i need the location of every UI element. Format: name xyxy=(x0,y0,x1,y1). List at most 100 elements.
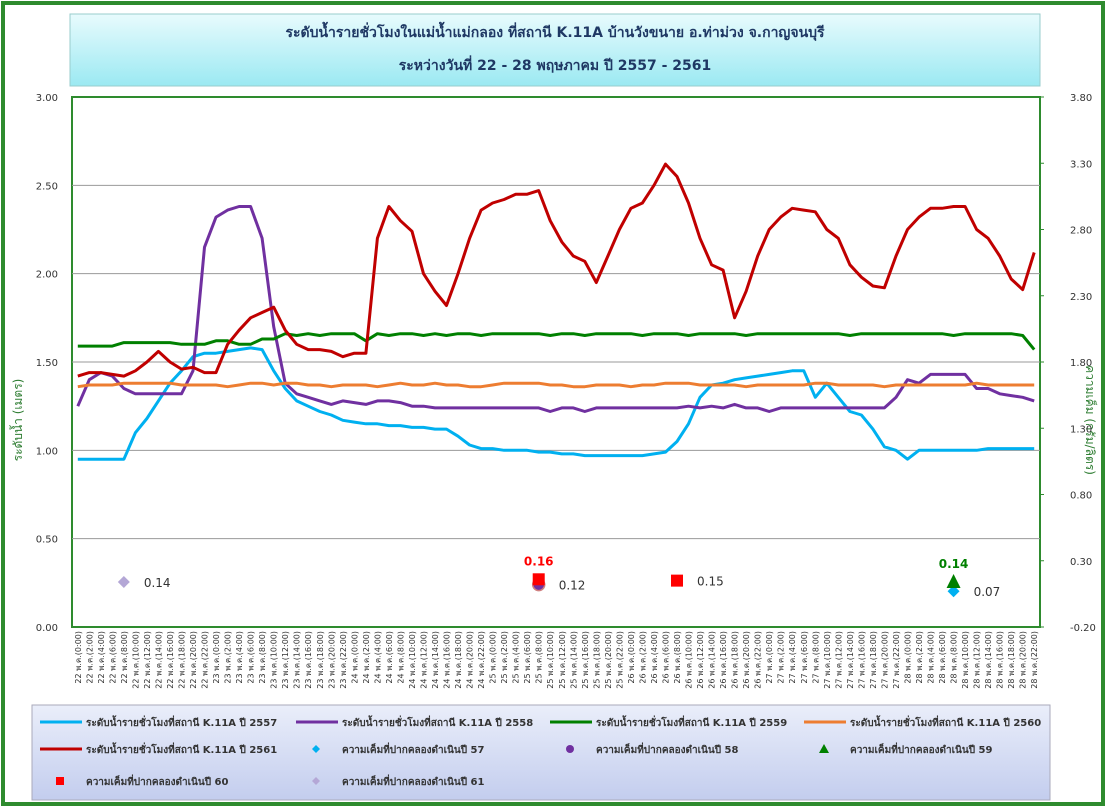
legend-swatch xyxy=(312,745,320,753)
x-tick-label: 26 พ.ค.(18:00) xyxy=(731,631,740,689)
x-tick-label: 23 พ.ค.(12:00) xyxy=(281,631,290,689)
data-label: 0.15 xyxy=(697,575,724,589)
data-label: 0.07 xyxy=(974,585,1001,599)
x-tick-label: 28 พ.ค.(4:00) xyxy=(927,631,936,684)
x-tick-label: 28 พ.ค.(20:00) xyxy=(1019,631,1028,689)
legend-label: ระดับน้ำรายชั่วโมงที่สถานี K.11A ปี 2560 xyxy=(850,715,1041,729)
x-tick-label: 24 พ.ค.(10:00) xyxy=(408,631,417,689)
data-label: 0.12 xyxy=(559,579,586,593)
x-tick-label: 22 พ.ค.(4:00) xyxy=(97,631,106,684)
x-tick-label: 28 พ.ค.(22:00) xyxy=(1030,631,1039,689)
x-tick-label: 24 พ.ค.(20:00) xyxy=(466,631,475,689)
chart-subtitle: ระหว่างวันที่ 22 - 28 พฤษภาคม ปี 2557 - … xyxy=(399,55,712,74)
salinity-point xyxy=(117,575,130,588)
x-tick-label: 23 พ.ค.(0:00) xyxy=(212,631,221,684)
salinity-point xyxy=(532,573,545,586)
x-tick-label: 28 พ.ค.(10:00) xyxy=(961,631,970,689)
x-tick-label: 28 พ.ค.(16:00) xyxy=(996,631,1005,689)
y-tick-label: 2.00 xyxy=(36,270,58,281)
x-tick-label: 28 พ.ค.(6:00) xyxy=(938,631,947,684)
x-tick-label: 28 พ.ค.(0:00) xyxy=(903,631,912,684)
x-tick-label: 27 พ.ค.(20:00) xyxy=(880,631,889,689)
data-label: 0.14 xyxy=(144,576,171,590)
legend-swatch xyxy=(819,744,829,753)
x-tick-label: 22 พ.ค.(8:00) xyxy=(120,631,129,684)
line-series xyxy=(77,162,1036,378)
x-tick-label: 25 พ.ค.(12:00) xyxy=(558,631,567,689)
x-tick-label: 24 พ.ค.(14:00) xyxy=(431,631,440,689)
legend-label: ระดับน้ำรายชั่วโมงที่สถานี K.11A ปี 2559 xyxy=(596,715,787,729)
x-tick-label: 24 พ.ค.(22:00) xyxy=(477,631,486,689)
legend-label: ความเค็มที่ปากคลองดำเนินปี 58 xyxy=(596,742,739,756)
data-label: 0.14 xyxy=(939,557,969,571)
x-tick-label: 24 พ.ค.(16:00) xyxy=(443,631,452,689)
x-tick-label: 26 พ.ค.(2:00) xyxy=(638,631,647,684)
y-tick-label: 3.00 xyxy=(36,93,58,104)
legend-label: ความเค็มที่ปากคลองดำเนินปี 61 xyxy=(342,774,485,788)
y2-tick-label: 1.30 xyxy=(1070,424,1092,435)
x-tick-label: 25 พ.ค.(4:00) xyxy=(512,631,521,684)
x-tick-label: 22 พ.ค.(10:00) xyxy=(131,631,140,689)
x-tick-label: 22 พ.ค.(20:00) xyxy=(189,631,198,689)
x-tick-label: 24 พ.ค.(6:00) xyxy=(385,631,394,684)
x-tick-label: 25 พ.ค.(20:00) xyxy=(604,631,613,689)
x-tick-label: 23 พ.ค.(4:00) xyxy=(235,631,244,684)
legend-label: ระดับน้ำรายชั่วโมงที่สถานี K.11A ปี 2558 xyxy=(342,715,533,729)
x-tick-label: 22 พ.ค.(2:00) xyxy=(85,631,94,684)
x-tick-label: 24 พ.ค.(12:00) xyxy=(419,631,428,689)
x-tick-label: 24 พ.ค.(18:00) xyxy=(454,631,463,689)
x-tick-label: 22 พ.ค.(14:00) xyxy=(154,631,163,689)
y2-tick-label: -0.20 xyxy=(1070,623,1096,634)
x-tick-label: 27 พ.ค.(18:00) xyxy=(869,631,878,689)
legend-label: ระดับน้ำรายชั่วโมงที่สถานี K.11A ปี 2557 xyxy=(86,715,277,729)
x-tick-label: 23 พ.ค.(20:00) xyxy=(327,631,336,689)
y2-tick-label: 3.30 xyxy=(1070,159,1092,170)
x-tick-label: 26 พ.ค.(12:00) xyxy=(696,631,705,689)
x-tick-label: 23 พ.ค.(10:00) xyxy=(270,631,279,689)
x-tick-label: 25 พ.ค.(2:00) xyxy=(500,631,509,684)
x-tick-label: 27 พ.ค.(0:00) xyxy=(765,631,774,684)
x-tick-label: 23 พ.ค.(8:00) xyxy=(258,631,267,684)
x-tick-label: 25 พ.ค.(18:00) xyxy=(592,631,601,689)
x-tick-label: 27 พ.ค.(22:00) xyxy=(892,631,901,689)
salinity-point xyxy=(946,573,961,588)
x-tick-label: 27 พ.ค.(14:00) xyxy=(846,631,855,689)
x-tick-label: 22 พ.ค.(12:00) xyxy=(143,631,152,689)
salinity-point xyxy=(671,574,683,587)
x-tick-label: 24 พ.ค.(2:00) xyxy=(362,631,371,684)
x-tick-label: 27 พ.ค.(12:00) xyxy=(834,631,843,689)
x-tick-label: 28 พ.ค.(14:00) xyxy=(984,631,993,689)
x-tick-label: 23 พ.ค.(16:00) xyxy=(304,631,313,689)
x-tick-label: 24 พ.ค.(8:00) xyxy=(396,631,405,684)
x-tick-label: 23 พ.ค.(18:00) xyxy=(316,631,325,689)
data-label: 0.16 xyxy=(524,554,554,568)
x-tick-label: 25 พ.ค.(10:00) xyxy=(546,631,555,689)
x-tick-label: 26 พ.ค.(4:00) xyxy=(650,631,659,684)
y2-axis-label: ความเค็ม (กรัม/ลิตร) xyxy=(1083,365,1098,475)
x-tick-label: 27 พ.ค.(10:00) xyxy=(823,631,832,689)
y2-tick-label: 0.80 xyxy=(1070,491,1092,502)
x-tick-label: 26 พ.ค.(8:00) xyxy=(673,631,682,684)
y2-tick-label: 2.30 xyxy=(1070,292,1092,303)
x-tick-label: 24 พ.ค.(4:00) xyxy=(373,631,382,684)
line-series xyxy=(76,205,1035,413)
x-tick-label: 26 พ.ค.(14:00) xyxy=(708,631,717,689)
x-tick-label: 25 พ.ค.(6:00) xyxy=(523,631,532,684)
x-tick-label: 23 พ.ค.(14:00) xyxy=(293,631,302,689)
x-tick-label: 26 พ.ค.(10:00) xyxy=(685,631,694,689)
x-tick-label: 28 พ.ค.(8:00) xyxy=(950,631,959,684)
x-tick-label: 24 พ.ค.(0:00) xyxy=(350,631,359,684)
legend-swatch xyxy=(566,745,574,753)
y2-tick-label: 2.80 xyxy=(1070,226,1092,237)
x-tick-label: 26 พ.ค.(6:00) xyxy=(661,631,670,684)
x-tick-label: 28 พ.ค.(12:00) xyxy=(973,631,982,689)
x-tick-label: 27 พ.ค.(2:00) xyxy=(777,631,786,684)
x-tick-label: 26 พ.ค.(16:00) xyxy=(719,631,728,689)
salinity-point xyxy=(947,585,960,598)
y-tick-label: 2.50 xyxy=(36,181,58,192)
x-tick-label: 23 พ.ค.(22:00) xyxy=(339,631,348,689)
x-tick-label: 25 พ.ค.(14:00) xyxy=(569,631,578,689)
x-tick-label: 23 พ.ค.(2:00) xyxy=(224,631,233,684)
x-tick-label: 27 พ.ค.(16:00) xyxy=(857,631,866,689)
